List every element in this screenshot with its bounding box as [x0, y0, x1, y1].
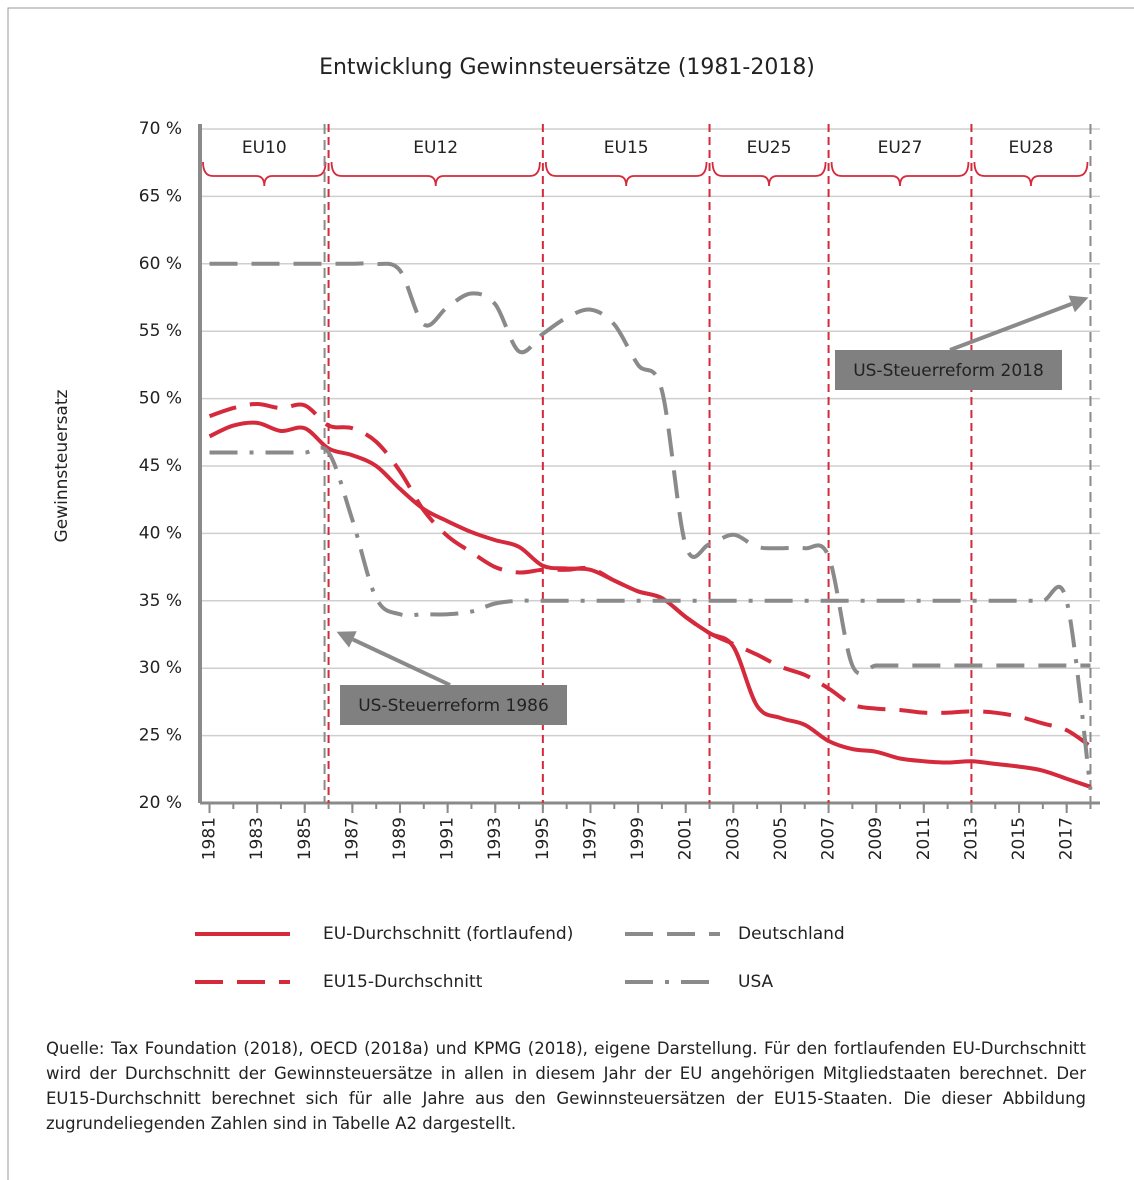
x-tick-label: 1991 [438, 817, 458, 860]
y-tick-label: 30 % [139, 658, 182, 678]
arrow-head [336, 631, 357, 648]
legend-label: Deutschland [738, 924, 845, 944]
chart-title: Entwicklung Gewinnsteuersätze (1981-2018… [319, 55, 815, 80]
x-tick-label: 1987 [342, 817, 362, 860]
x-tick-label: 2011 [914, 817, 934, 860]
y-tick-label: 35 % [139, 591, 182, 611]
x-tick-label: 1999 [628, 817, 648, 860]
annotation-arrow [949, 302, 1073, 352]
legend-label: USA [738, 972, 774, 992]
annotation-box [340, 685, 567, 725]
x-tick-label: 1985 [295, 817, 315, 860]
legend-label: EU-Durchschnitt (fortlaufend) [323, 924, 573, 944]
x-tick-label: 1981 [200, 817, 220, 860]
series-line [208, 401, 1092, 749]
x-tick-label: 2015 [1009, 817, 1029, 860]
period-label: EU25 [747, 138, 792, 158]
y-tick-label: 65 % [139, 186, 182, 206]
x-tick-label: 1989 [390, 817, 410, 860]
x-tick-label: 2009 [866, 817, 886, 860]
source-note: Quelle: Tax Foundation (2018), OECD (201… [46, 1039, 1086, 1133]
arrow-head [1068, 295, 1089, 313]
x-tick-label: 1983 [247, 817, 267, 860]
x-tick-label: 1995 [533, 817, 553, 860]
annotation-text: US-Steuerreform 1986 [358, 696, 549, 716]
period-label: EU15 [604, 138, 649, 158]
frame [7, 7, 1134, 1180]
series-line [209, 445, 1093, 790]
x-tick-label: 2013 [961, 817, 981, 860]
x-tick-label: 2003 [723, 817, 743, 860]
period-label: EU28 [1009, 138, 1054, 158]
period-brace [202, 161, 327, 187]
series-line [209, 261, 1091, 676]
series-line [208, 420, 1092, 789]
x-tick-label: 1993 [485, 817, 505, 860]
period-brace [711, 161, 827, 187]
period-brace [830, 161, 970, 187]
period-label: EU12 [413, 138, 458, 158]
x-tick-label: 2001 [676, 817, 696, 860]
legend-label: EU15-Durchschnitt [323, 972, 483, 992]
period-brace [330, 161, 541, 187]
y-axis-label: Gewinnsteuersatz [52, 389, 72, 542]
y-tick-label: 45 % [139, 456, 182, 476]
period-brace [973, 161, 1089, 187]
x-tick-label: 2005 [771, 817, 791, 860]
period-label: EU10 [242, 138, 287, 158]
y-tick-label: 20 % [139, 793, 182, 813]
x-tick-label: 2007 [819, 817, 839, 860]
y-tick-label: 70 % [139, 119, 182, 139]
period-label: EU27 [878, 138, 923, 158]
y-tick-label: 55 % [139, 321, 182, 341]
y-tick-label: 50 % [139, 389, 182, 409]
annotation-arrow [352, 637, 451, 687]
x-tick-label: 1997 [580, 817, 600, 860]
period-brace [544, 161, 708, 187]
y-tick-label: 40 % [139, 523, 182, 543]
y-tick-label: 25 % [139, 726, 182, 746]
x-tick-label: 2017 [1057, 817, 1077, 860]
annotation-text: US-Steuerreform 2018 [853, 361, 1044, 381]
annotation-box [835, 350, 1062, 390]
y-tick-label: 60 % [139, 254, 182, 274]
